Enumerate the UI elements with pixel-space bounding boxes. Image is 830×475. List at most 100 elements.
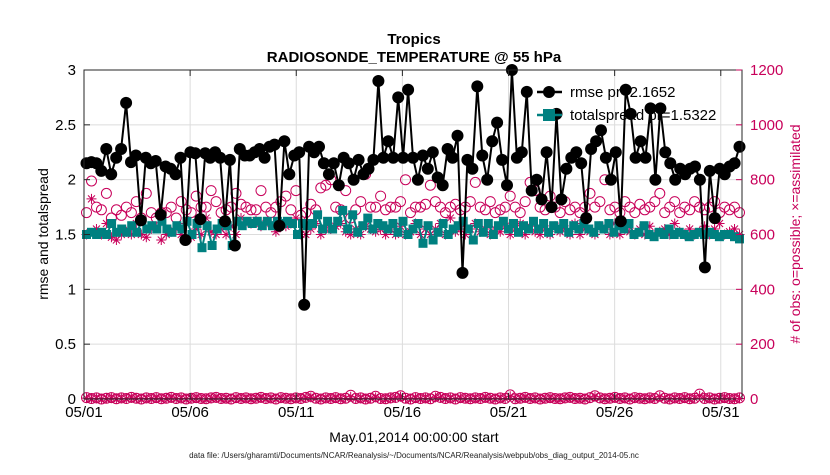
legend-rmse-label: rmse pr=2.1652: [570, 84, 675, 101]
obs-assimilated-marker: [111, 234, 122, 245]
chart-subtitle: RADIOSONDE_TEMPERATURE @ 55 hPa: [267, 49, 562, 66]
rmse-marker: [590, 135, 603, 148]
totalspread-marker: [569, 221, 579, 231]
obs-zero-assimilated-marker: [545, 393, 556, 404]
obs-assimilated-marker: [196, 229, 207, 240]
obs-possible-marker: [130, 196, 142, 208]
totalspread-marker: [709, 230, 719, 239]
totalspread-marker: [529, 216, 538, 226]
obs-possible-marker: [175, 196, 187, 208]
obs-assimilated-marker: [126, 229, 137, 240]
rmse-marker: [322, 168, 335, 181]
obs-possible-marker: [285, 204, 297, 216]
obs-zero-assimilated-marker: [176, 393, 187, 404]
rmse-marker: [698, 261, 711, 274]
totalspread-marker: [453, 221, 463, 231]
legend: rmse pr=2.1652 totalspread pr=1.5322: [537, 84, 716, 124]
totalspread-marker: [644, 230, 654, 239]
rmse-marker: [491, 116, 504, 129]
obs-possible-marker: [584, 187, 596, 199]
rmse-marker: [120, 96, 133, 109]
totalspread-marker: [323, 216, 333, 226]
rmse-marker: [273, 219, 286, 232]
obs-zero-assimilated-marker: [265, 393, 276, 404]
rmse-marker: [342, 157, 355, 170]
obs-assimilated-marker: [714, 218, 725, 229]
obs-zero-assimilated-marker: [166, 392, 177, 403]
rmse-marker: [733, 140, 746, 153]
totalspread-marker: [589, 227, 599, 237]
totalspread-marker: [428, 235, 438, 245]
totalspread-marker: [127, 221, 137, 231]
totalspread-marker: [107, 219, 117, 228]
right-y-tick-label: 800: [750, 172, 775, 189]
rmse-marker: [100, 143, 113, 155]
rmse-marker: [407, 151, 419, 164]
obs-possible-marker: [385, 201, 397, 213]
obs-assimilated-marker: [460, 229, 471, 240]
rmse-marker: [298, 298, 311, 311]
x-axis-label: May.01,2014 00:00:00 start: [329, 429, 499, 445]
right-y-axis-ticks: 0 200 400 600 800 1000 1200: [736, 62, 783, 408]
rmse-marker: [530, 173, 543, 186]
totalspread-marker: [478, 227, 488, 237]
rmse-marker: [496, 153, 509, 166]
rmse-marker: [501, 179, 513, 192]
obs-zero-assimilated-marker: [300, 392, 311, 403]
obs-zero-assimilated-marker: [520, 392, 531, 403]
totalspread-marker: [262, 216, 272, 226]
totalspread-marker: [162, 224, 172, 234]
totalspread-marker: [378, 221, 388, 231]
obs-zero-assimilated-marker: [584, 393, 595, 404]
obs-possible-marker: [519, 196, 531, 208]
totalspread-marker: [252, 216, 262, 226]
obs-possible-marker: [375, 190, 387, 202]
totalspread-marker: [704, 227, 714, 237]
obs-assimilated-marker: [136, 229, 147, 240]
rmse-marker: [619, 83, 632, 96]
rmse-marker: [614, 215, 627, 228]
rmse-marker: [327, 157, 340, 170]
totalspread-marker: [328, 224, 338, 234]
obs-possible-marker: [734, 207, 745, 219]
obs-zero-assimilated-marker: [250, 393, 261, 404]
totalspread-marker: [599, 224, 609, 234]
obs-possible-marker: [355, 196, 367, 208]
rmse-marker: [293, 146, 306, 159]
chart-title: Tropics: [387, 31, 440, 48]
totalspread-marker: [448, 224, 458, 234]
rmse-marker: [149, 155, 162, 167]
totalspread-marker: [534, 224, 544, 234]
obs-zero-assimilated-marker: [126, 392, 137, 403]
totalspread-marker: [288, 219, 297, 228]
rmse-marker: [580, 212, 593, 225]
obs-zero-assimilated-marker: [206, 393, 217, 404]
obs-possible-marker: [604, 204, 616, 216]
totalspread-marker: [338, 205, 348, 215]
rmse-marker: [402, 83, 415, 96]
rmse-marker: [535, 193, 548, 206]
rmse-marker: [134, 214, 147, 227]
totalspread-marker: [730, 232, 739, 242]
obs-possible-marker: [629, 207, 641, 219]
obs-zero-assimilated-marker: [340, 393, 351, 404]
rmse-marker: [283, 168, 296, 181]
x-tick-label: 05/06: [171, 404, 209, 421]
obs-possible-marker: [420, 198, 431, 210]
obs-zero-assimilated-marker: [480, 392, 491, 403]
x-tick-label: 05/31: [702, 404, 740, 421]
obs-zero-assimilated-marker: [400, 393, 411, 404]
totalspread-marker: [503, 224, 513, 234]
obs-assimilated-marker: [270, 226, 281, 237]
totalspread-marker: [549, 221, 559, 231]
right-y-tick-label: 0: [750, 391, 758, 408]
totalspread-marker: [398, 216, 408, 226]
obs-possible-marker: [370, 201, 382, 213]
obs-possible-marker: [395, 196, 406, 208]
rmse-marker: [347, 173, 360, 186]
totalspread-marker: [207, 241, 217, 250]
rmse-marker: [693, 173, 706, 186]
totalspread-marker: [242, 216, 252, 226]
obs-possible-marker: [240, 201, 252, 213]
obs-zero-assimilated-marker: [530, 393, 541, 404]
